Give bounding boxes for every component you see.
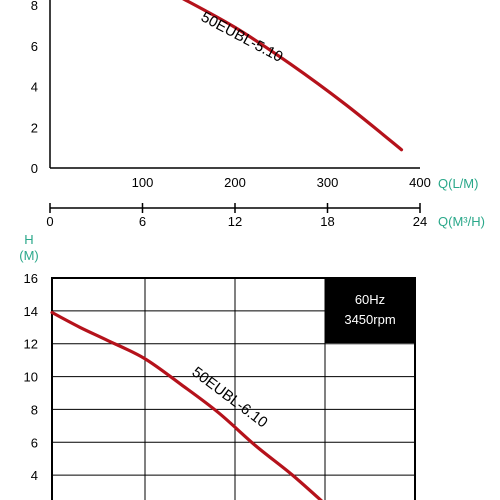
bottom-y-tick-8: 8 [31, 402, 38, 417]
mid-tick-label-6: 6 [139, 214, 146, 229]
top-x-tick-100: 100 [132, 175, 154, 190]
top-chart: 0 2 4 6 8 100 200 300 400 50EUBL-5.10 Q(L/M) [31, 0, 478, 191]
mid-tick-label-24: 24 [413, 214, 427, 229]
mid-x-unit-label: Q(M³/H) [438, 214, 485, 229]
top-y-tick-2: 2 [31, 120, 38, 135]
top-x-tick-labels: 100 200 300 400 [132, 175, 431, 190]
mid-flow-axis: 0 6 12 18 24 Q(M³/H) H (M) [19, 203, 485, 263]
legend-rpm: 3450rpm [344, 312, 395, 327]
bottom-y-tick-14: 14 [24, 304, 38, 319]
bottom-y-tick-labels: 4 6 8 10 12 14 16 [24, 271, 38, 483]
top-y-tick-6: 6 [31, 39, 38, 54]
mid-tick-label-12: 12 [228, 214, 242, 229]
top-series-label: 50EUBL-5.10 [198, 9, 286, 66]
top-y-tick-8: 8 [31, 0, 38, 13]
bottom-plot-frame [51, 277, 416, 500]
bottom-y-unit-line2: (M) [19, 248, 39, 263]
top-y-tick-4: 4 [31, 80, 38, 95]
mid-tick-marks [49, 203, 421, 213]
mid-tick-labels: 0 6 12 18 24 [46, 214, 427, 229]
mid-tick-label-0: 0 [46, 214, 53, 229]
top-x-tick-400: 400 [409, 175, 431, 190]
top-x-unit-label: Q(L/M) [438, 176, 478, 191]
top-x-tick-300: 300 [317, 175, 339, 190]
bottom-y-tick-6: 6 [31, 435, 38, 450]
bottom-y-unit-line1: H [24, 232, 33, 247]
top-x-tick-200: 200 [224, 175, 246, 190]
bottom-y-tick-16: 16 [24, 271, 38, 286]
top-y-tick-labels: 0 2 4 6 8 [31, 0, 38, 176]
bottom-y-tick-10: 10 [24, 370, 38, 385]
top-series-line [182, 0, 404, 152]
mid-tick-label-18: 18 [320, 214, 334, 229]
legend-frequency: 60Hz [355, 292, 385, 307]
top-y-tick-0: 0 [31, 161, 38, 176]
bottom-y-tick-12: 12 [24, 337, 38, 352]
bottom-y-tick-4: 4 [31, 468, 38, 483]
legend-box [325, 278, 415, 343]
bottom-series-line [50, 310, 324, 500]
